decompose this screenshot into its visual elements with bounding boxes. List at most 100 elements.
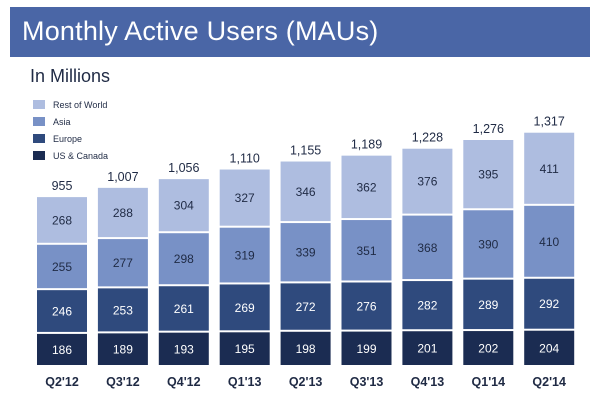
x-tick-label: Q1'13 bbox=[228, 375, 262, 389]
bar-segment bbox=[402, 148, 453, 214]
x-tick-label: Q3'13 bbox=[350, 375, 384, 389]
data-label: 368 bbox=[417, 241, 437, 255]
bar-segment bbox=[463, 331, 514, 365]
bar-segment bbox=[341, 220, 392, 281]
legend-swatch-rest-of-world bbox=[33, 100, 45, 109]
total-label: 955 bbox=[52, 179, 73, 193]
x-tick-label: Q3'12 bbox=[106, 375, 140, 389]
data-label: 255 bbox=[52, 260, 72, 274]
data-label: 292 bbox=[539, 297, 559, 311]
data-label: 201 bbox=[417, 342, 437, 356]
data-label: 411 bbox=[540, 162, 559, 176]
data-label: 395 bbox=[478, 168, 498, 182]
bar-segment bbox=[97, 187, 148, 238]
legend-swatch-asia bbox=[33, 117, 45, 126]
bar-segment bbox=[219, 227, 270, 283]
bar-segment bbox=[97, 239, 148, 287]
legend-item-rest-of-world: Rest of World bbox=[33, 96, 108, 113]
data-label: 253 bbox=[113, 303, 133, 317]
legend-item-us-canada: US & Canada bbox=[33, 147, 108, 164]
bar-segment bbox=[37, 290, 87, 332]
bar-segment bbox=[341, 282, 392, 330]
data-label: 390 bbox=[478, 237, 498, 251]
bar-segment bbox=[158, 332, 209, 365]
bar-segment bbox=[97, 333, 148, 365]
legend-swatch-europe bbox=[33, 134, 45, 143]
bar-segment bbox=[402, 331, 453, 365]
data-label: 204 bbox=[539, 341, 559, 355]
bar-segment bbox=[37, 197, 87, 243]
data-label: 277 bbox=[113, 256, 133, 270]
x-tick-label: Q2'14 bbox=[532, 375, 566, 389]
legend-label: Europe bbox=[53, 133, 83, 144]
data-label: 288 bbox=[113, 206, 133, 220]
data-label: 198 bbox=[296, 342, 316, 356]
legend-item-asia: Asia bbox=[33, 113, 108, 130]
bar-segment bbox=[524, 132, 575, 204]
total-label: 1,056 bbox=[168, 161, 199, 175]
data-label: 186 bbox=[52, 343, 72, 357]
data-label: 272 bbox=[296, 300, 316, 314]
data-label: 298 bbox=[174, 252, 194, 266]
bar-segment bbox=[219, 332, 270, 365]
data-label: 195 bbox=[235, 342, 255, 356]
title-banner: Monthly Active Users (MAUs) bbox=[10, 7, 590, 57]
total-label: 1,155 bbox=[290, 144, 321, 158]
bar-segment bbox=[280, 223, 331, 282]
bar-segment bbox=[37, 244, 87, 289]
legend-item-europe: Europe bbox=[33, 130, 108, 147]
x-tick-label: Q2'12 bbox=[45, 375, 79, 389]
bar-segment bbox=[37, 333, 87, 365]
data-label: 193 bbox=[174, 342, 194, 356]
chart-subtitle: In Millions bbox=[30, 66, 111, 86]
data-label: 261 bbox=[174, 302, 194, 316]
bar-segment bbox=[524, 330, 575, 365]
total-label: 1,276 bbox=[473, 122, 504, 136]
bar-segment bbox=[280, 331, 331, 365]
data-label: 376 bbox=[417, 175, 437, 189]
data-label: 289 bbox=[478, 298, 498, 312]
x-tick-label: Q1'14 bbox=[472, 375, 506, 389]
data-label: 276 bbox=[356, 300, 376, 314]
bar-segment bbox=[158, 179, 209, 232]
legend-label: Rest of World bbox=[53, 99, 108, 110]
bar-segment bbox=[219, 284, 270, 331]
bar-segment bbox=[219, 169, 270, 226]
bar-segment bbox=[158, 286, 209, 331]
data-label: 351 bbox=[356, 244, 376, 258]
bar-segment bbox=[524, 278, 575, 329]
legend: Rest of World Asia Europe US & Canada bbox=[33, 96, 108, 164]
page-title: Monthly Active Users (MAUs) bbox=[22, 16, 379, 46]
total-label: 1,007 bbox=[107, 170, 138, 184]
data-label: 410 bbox=[539, 235, 559, 249]
bar-segment bbox=[280, 283, 331, 330]
data-label: 199 bbox=[356, 342, 376, 356]
bar-segment bbox=[463, 139, 514, 209]
data-label: 346 bbox=[296, 185, 316, 199]
total-label: 1,317 bbox=[534, 115, 565, 129]
data-label: 268 bbox=[52, 213, 72, 227]
x-tick-label: Q4'13 bbox=[411, 375, 445, 389]
total-label: 1,189 bbox=[351, 138, 382, 152]
bar-segment bbox=[402, 215, 453, 280]
bar-segment bbox=[402, 281, 453, 330]
bar-segment bbox=[97, 288, 148, 332]
data-label: 269 bbox=[235, 301, 255, 315]
bar-segment bbox=[158, 233, 209, 285]
total-label: 1,228 bbox=[412, 131, 443, 145]
legend-swatch-us-canada bbox=[33, 151, 45, 160]
bar-segment bbox=[341, 155, 392, 219]
total-label: 1,110 bbox=[230, 152, 260, 166]
data-label: 202 bbox=[478, 342, 498, 356]
bar-segment bbox=[463, 279, 514, 330]
bar-segment bbox=[341, 331, 392, 365]
data-label: 327 bbox=[235, 191, 255, 205]
data-label: 282 bbox=[417, 299, 437, 313]
bar-segment bbox=[280, 161, 331, 222]
data-label: 339 bbox=[296, 246, 316, 260]
x-tick-label: Q4'12 bbox=[167, 375, 201, 389]
x-tick-label: Q2'13 bbox=[289, 375, 323, 389]
bar-segment bbox=[463, 210, 514, 278]
data-label: 362 bbox=[356, 180, 376, 194]
